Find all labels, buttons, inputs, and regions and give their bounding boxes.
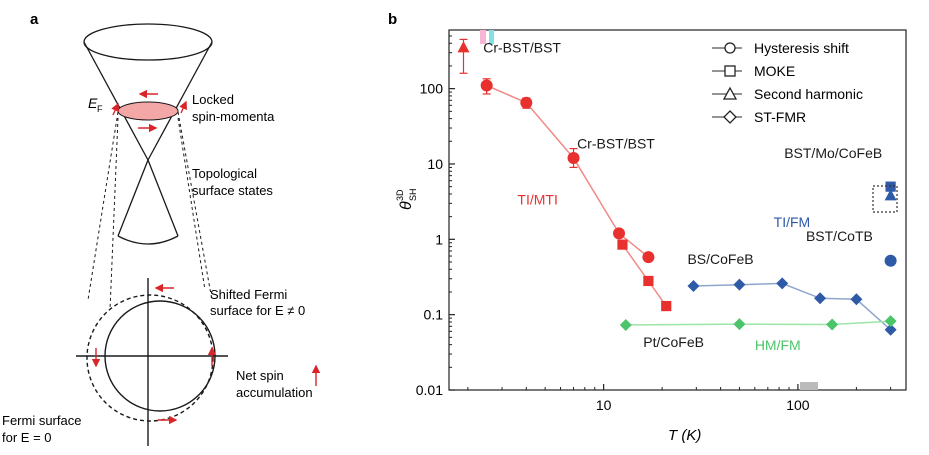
bottom-gray-marker [800,382,818,390]
upper-cone-left-edge [83,41,149,161]
upper-cone-rim [83,23,213,61]
data-point-square [885,181,896,192]
net-spin-label-1: Net spin [236,368,284,383]
data-point-diamond [776,277,789,290]
annotation-label: BST/CoTB [806,228,873,244]
top-color-bar-cyan [489,30,494,44]
panel-b-label: b [388,11,397,28]
series-lines [486,84,892,331]
shifted-fermi-label-2: surface for E ≠ 0 [210,303,305,318]
legend-marker-circle [724,42,736,54]
cone-spin-arrows [111,89,187,133]
data-point-diamond [850,293,863,306]
bst-mo-cofeb-highlight-box [872,185,898,213]
y-axis-label-sub: SH [408,188,418,201]
fermi-surface-label-2: for E = 0 [2,430,52,445]
data-point-square [661,300,672,312]
data-point-triangle [457,41,470,53]
series-line [625,320,891,326]
y-tick-label: 0.01 [416,382,443,398]
fermi-circle-spin-arrows [91,283,321,425]
y-tick-label: 0.1 [424,307,444,323]
fermi-level-disk [117,101,179,121]
dirac-cone [83,23,213,245]
legend-marker-triangle [722,86,738,100]
lower-cone-rim [117,235,179,245]
data-point-diamond [884,315,897,328]
y-tick-label: 1 [435,231,443,247]
error-bars [459,38,578,169]
x-tick-label: 100 [786,397,810,413]
annotation-label: Pt/CoFeB [643,334,704,350]
panel-a-label: a [30,11,39,28]
top-color-bar-pink [480,30,486,44]
fermi-surface-label-1: Fermi surface [2,413,81,428]
data-point-square [617,239,628,250]
shifted-fermi-label-1: Shifted Fermi [210,287,287,302]
y-axis-label-main: θ [398,201,415,210]
data-point-diamond [687,280,700,293]
legend-label: ST-FMR [754,109,806,125]
locked-spin-label-1: Locked [192,92,234,107]
data-points [457,41,897,336]
panel-a: a E F Locked spin-momenta Topological su… [2,11,321,446]
y-tick-label: 100 [420,81,444,97]
legend-label: Second harmonic [754,86,863,102]
x-tick-label: 10 [596,397,612,413]
legend-label: MOKE [754,63,795,79]
y-axis-label-sup: 3D [395,189,405,201]
axis-ticks: 0.01 0.1 1 10 100 10 100 [416,29,892,413]
data-point-diamond [884,323,897,336]
fermi-circle-e0 [86,294,214,422]
legend-marker-diamond [723,110,737,124]
annotation-label: TI/MTI [517,191,557,207]
data-point-square [643,275,654,287]
annotation-label: HM/FM [755,337,801,353]
annotations: Cr-BST/BST Cr-BST/BST TI/MTI BST/Mo/CoFeB TI… [483,40,882,353]
data-point-diamond [814,292,827,305]
data-point-diamond [619,318,632,331]
data-point-triangle [884,189,897,201]
series-line [693,282,892,331]
legend-marker-square [724,65,736,77]
data-point-diamond [733,278,746,291]
plot-frame [448,29,907,391]
data-point-diamond [826,318,839,331]
topological-label-1: Topological [192,166,257,181]
data-point-circle [884,254,897,267]
data-point-circle [613,227,626,240]
projection-lines [87,111,213,311]
data-point-circle [520,96,533,109]
topological-label-2: surface states [192,183,273,198]
x-axis-label: T (K) [668,427,701,444]
annotation-label: BST/Mo/CoFeB [784,145,882,161]
data-point-diamond [733,318,746,331]
net-spin-label-2: accumulation [236,385,313,400]
y-tick-label: 10 [427,156,443,172]
fermi-energy-subscript: F [97,104,103,114]
fermi-circles [76,278,228,446]
y-axis-label: θ 3D SH [395,188,418,210]
annotation-label: BS/CoFeB [687,251,753,267]
lower-cone-right-edge [147,159,179,237]
data-point-circle [480,79,493,92]
data-point-circle [642,251,655,264]
locked-spin-label-2: spin-momenta [192,109,275,124]
legend-label: Hysteresis shift [754,40,849,56]
annotation-label: Cr-BST/BST [483,40,561,56]
lower-cone-left-edge [117,159,149,237]
legend: Hysteresis shift MOKE Second harmonic ST-FM… [712,40,863,125]
data-point-circle [567,152,580,165]
fermi-energy-label: E [88,95,98,111]
annotation-label: Cr-BST/BST [577,136,655,152]
shifted-fermi-circle [104,300,216,412]
annotation-label: TI/FM [774,214,811,230]
